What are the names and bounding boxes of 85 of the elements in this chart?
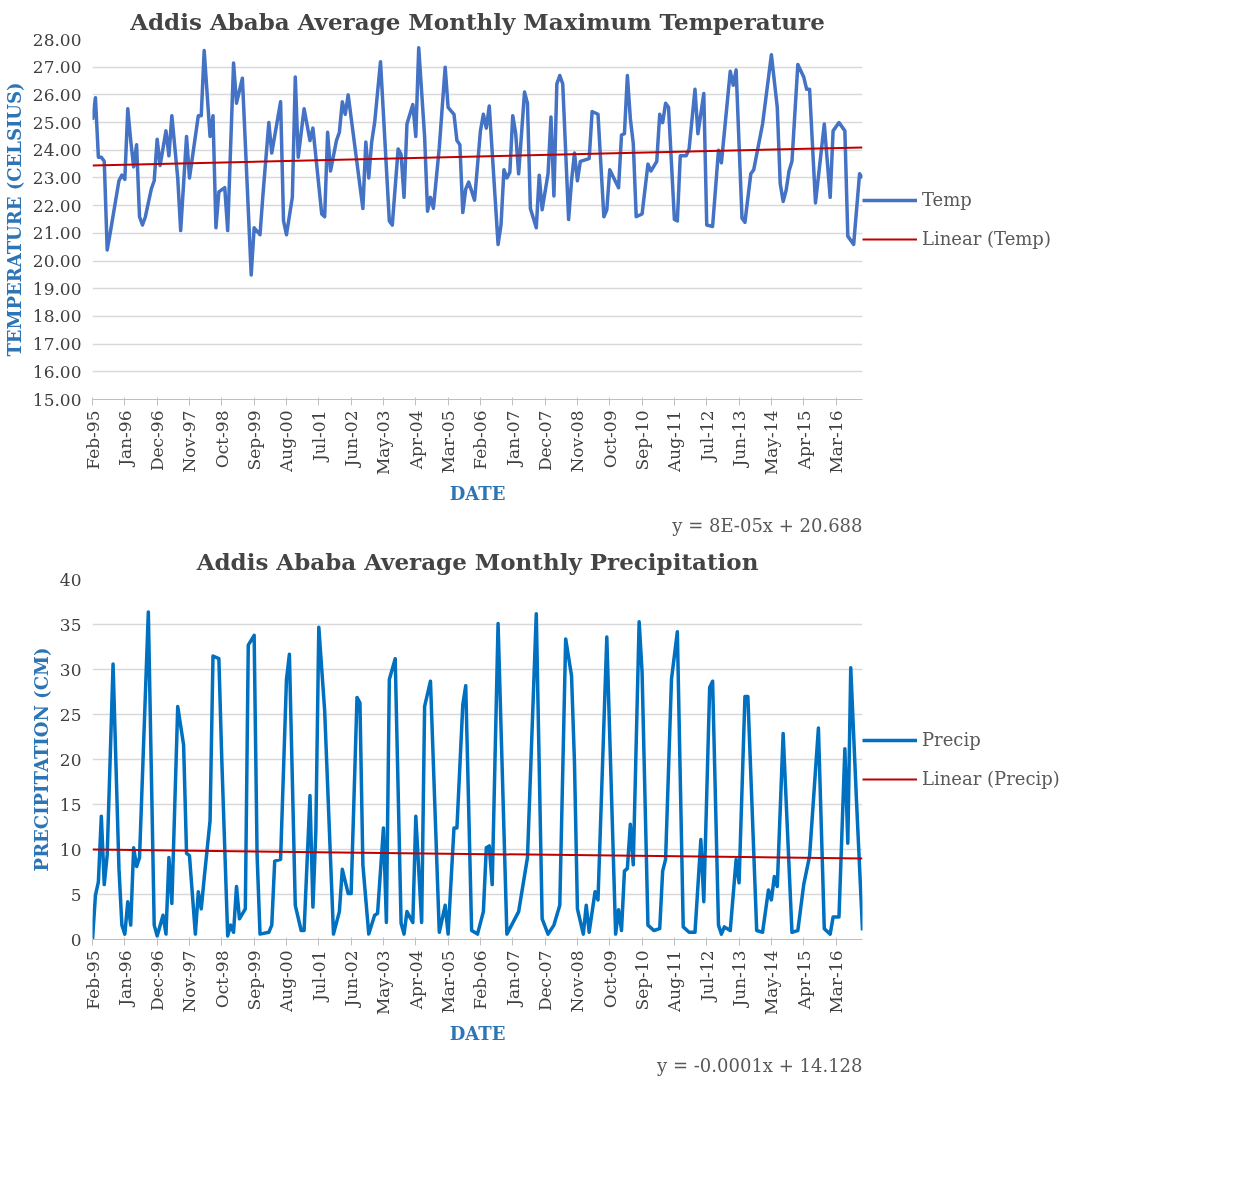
x-tick-label: May-03 [373, 950, 394, 1016]
x-tick-label: Nov-97 [179, 950, 200, 1013]
line-series [92, 610, 863, 940]
x-tick-label: Oct-09 [599, 950, 620, 1009]
y-tick-label: 30 [59, 659, 82, 680]
y-tick-label: 22.00 [32, 195, 82, 216]
y-axis-title: TEMPERATURE (CELSIUS) [3, 82, 25, 357]
x-tick-label: Apr-04 [405, 950, 426, 1011]
y-tick-label: 18.00 [32, 306, 82, 327]
line-series [92, 46, 863, 277]
x-tick-label: Nov-08 [567, 410, 588, 473]
x-tick-label: Jul-01 [308, 950, 329, 1004]
y-tick-label: 25.00 [32, 112, 82, 133]
x-axis-title: DATE [449, 483, 506, 505]
x-tick-label: Oct-98 [211, 410, 232, 469]
x-tick-label: Jun-02 [341, 950, 362, 1009]
chart-title: Addis Ababa Average Monthly Precipitation [195, 547, 759, 575]
x-tick-label: Aug-00 [276, 950, 297, 1013]
x-tick-label: Jun-13 [729, 950, 750, 1009]
legend-label: Temp [922, 189, 972, 210]
x-tick-label: Jun-02 [341, 410, 362, 469]
x-tick-label: Dec-07 [535, 410, 556, 472]
x-tick-label: Aug-00 [276, 410, 297, 473]
x-tick-label: Mar-05 [438, 410, 459, 474]
x-tick-label: Jul-12 [696, 950, 717, 1004]
y-tick-label: 15 [59, 794, 82, 815]
x-tick-label: Oct-09 [599, 410, 620, 469]
y-tick-label: 0 [70, 929, 82, 950]
y-tick-label: 20 [59, 749, 82, 770]
x-tick-label: May-03 [373, 410, 394, 476]
x-tick-label: Sep-99 [244, 950, 265, 1011]
x-tick-label: Apr-04 [405, 410, 426, 471]
x-tick-label: Jan-96 [114, 950, 135, 1008]
x-tick-label: Dec-07 [535, 950, 556, 1012]
y-tick-label: 5 [70, 884, 82, 905]
legend-label: Linear (Temp) [922, 228, 1051, 249]
y-tick-label: 20.00 [32, 251, 82, 272]
chart-title: Addis Ababa Average Monthly Maximum Temperature [129, 7, 825, 35]
y-tick-label: 26.00 [32, 84, 82, 105]
x-tick-label: Mar-05 [438, 950, 459, 1014]
y-tick-label: 35 [59, 614, 82, 635]
y-tick-label: 40 [59, 569, 82, 590]
y-tick-label: 23.00 [32, 167, 82, 188]
x-tick-label: Oct-98 [211, 950, 232, 1009]
x-tick-label: Feb-06 [470, 410, 491, 470]
x-tick-label: May-14 [761, 950, 782, 1016]
x-tick-label: Apr-15 [793, 950, 814, 1011]
x-tick-label: Jan-07 [502, 950, 523, 1008]
x-tick-label: Sep-99 [244, 410, 265, 471]
y-axis-title: PRECIPITATION (CM) [30, 647, 52, 872]
y-tick-label: 15.00 [32, 389, 82, 410]
y-tick-label: 21.00 [32, 223, 82, 244]
x-tick-label: Jan-07 [502, 410, 523, 468]
legend-label: Linear (Precip) [922, 768, 1060, 789]
y-tick-label: 24.00 [32, 140, 82, 161]
y-tick-label: 10 [59, 839, 82, 860]
legend-label: Precip [922, 729, 981, 750]
text: y = 8E-05x + 20.688 [671, 514, 863, 536]
x-tick-label: Mar-16 [826, 950, 847, 1014]
x-tick-label: Feb-95 [82, 410, 103, 470]
x-tick-label: Sep-10 [632, 950, 653, 1011]
text: y = -0.0001x + 14.128 [656, 1054, 863, 1076]
x-tick-label: Dec-96 [147, 950, 168, 1012]
x-tick-label: Nov-97 [179, 410, 200, 473]
x-tick-label: Nov-08 [567, 950, 588, 1013]
y-tick-label: 28.00 [32, 29, 82, 50]
x-tick-label: Apr-15 [793, 410, 814, 471]
x-tick-label: Dec-96 [147, 410, 168, 472]
y-tick-label: 17.00 [32, 334, 82, 355]
y-tick-label: 16.00 [32, 361, 82, 382]
y-tick-label: 25 [59, 704, 82, 725]
x-tick-label: Feb-95 [82, 950, 103, 1010]
x-tick-label: Aug-11 [664, 950, 685, 1013]
x-tick-label: Jul-12 [696, 410, 717, 464]
x-axis-title: DATE [449, 1023, 506, 1045]
x-tick-label: Jun-13 [729, 410, 750, 469]
y-tick-label: 27.00 [32, 57, 82, 78]
y-tick-label: 19.00 [32, 278, 82, 299]
x-tick-label: Mar-16 [826, 410, 847, 474]
x-tick-label: Sep-10 [632, 410, 653, 471]
x-tick-label: Feb-06 [470, 950, 491, 1010]
x-tick-label: Aug-11 [664, 410, 685, 473]
x-tick-label: Jan-96 [114, 410, 135, 468]
x-tick-label: Jul-01 [308, 410, 329, 464]
x-tick-label: May-14 [761, 410, 782, 476]
